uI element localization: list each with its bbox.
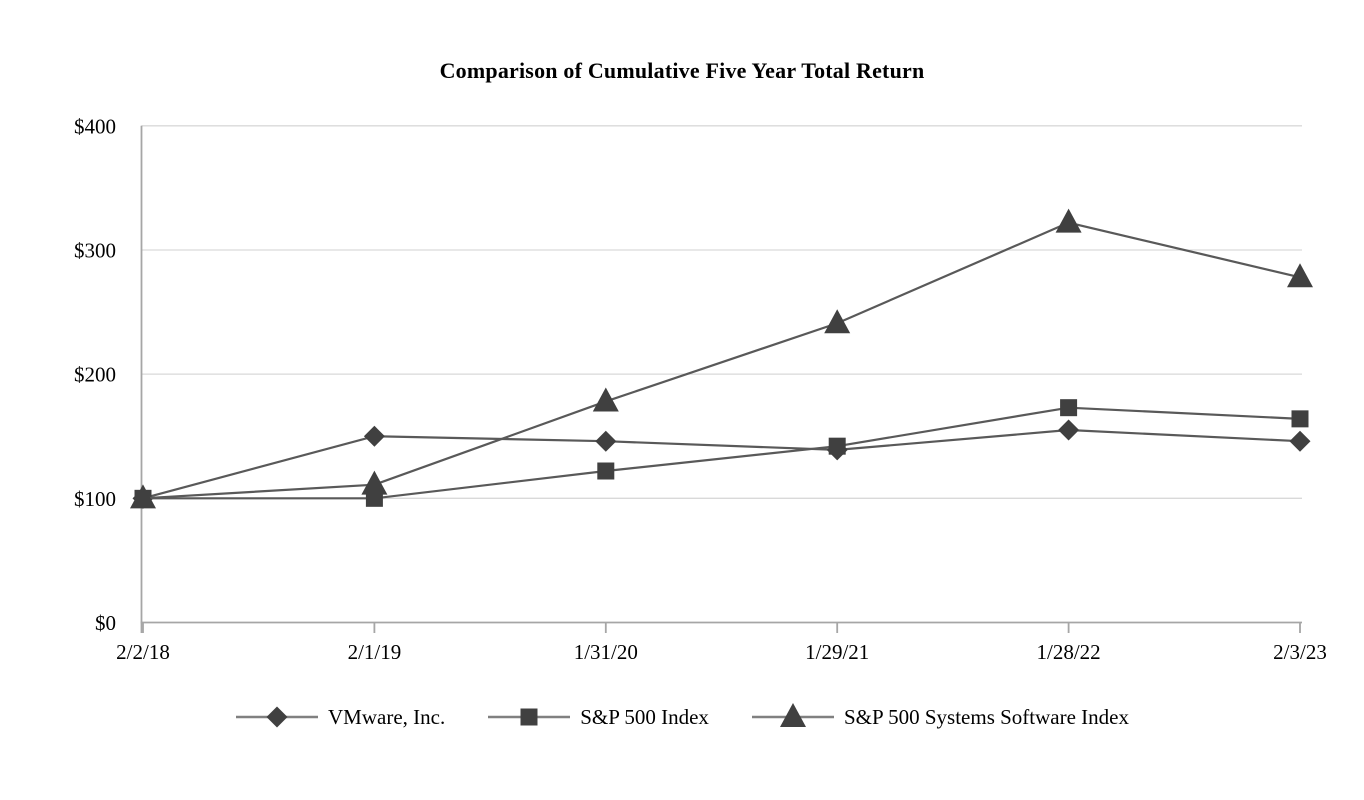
x-axis-label: 2/3/23	[1273, 640, 1327, 664]
triangle-marker-icon	[592, 387, 619, 412]
square-marker-icon	[520, 708, 538, 726]
y-axis-label: $200	[74, 363, 116, 387]
legend-item-vmware: VMware, Inc.	[235, 701, 445, 733]
triangle-marker-icon	[779, 703, 806, 727]
gridlines	[141, 125, 1302, 499]
triangle-marker-icon	[824, 309, 851, 334]
series-line-sp500-systems-software	[142, 221, 1301, 500]
legend-item-sp500: S&P 500 Index	[487, 701, 709, 733]
triangle-marker-icon	[130, 484, 156, 509]
diamond-marker-icon	[363, 425, 385, 447]
series-vmware	[132, 419, 1311, 509]
y-axis-labels: $0 $100 $200 $300 $400	[74, 114, 116, 635]
series-line-sp500	[143, 406, 1301, 500]
y-axis-label: $400	[74, 114, 116, 138]
triangle-legend-marker-icon	[751, 703, 834, 727]
diamond-legend-marker-icon	[236, 706, 318, 728]
square-marker-icon	[828, 437, 846, 455]
triangle-marker-icon	[361, 470, 388, 495]
legend-item-sp500-systems-software: S&P 500 Systems Software Index	[751, 701, 1129, 733]
diamond-marker-icon	[1058, 419, 1080, 441]
square-marker-icon	[1291, 410, 1309, 428]
x-axis-label: 2/1/19	[348, 640, 402, 664]
y-axis-label: $100	[74, 487, 116, 511]
legend-label: S&P 500 Index	[580, 704, 709, 729]
y-axis-label: $0	[95, 611, 116, 635]
x-axis-label: 1/28/22	[1037, 640, 1101, 664]
chart-legend: VMware, Inc. S&P 500 Index S&P 500 Systems…	[0, 701, 1364, 733]
legend-label: VMware, Inc.	[328, 704, 446, 729]
triangle-marker-icon	[1287, 263, 1313, 288]
axes	[140, 125, 1302, 633]
legend-label: S&P 500 Systems Software Index	[843, 704, 1129, 729]
x-axis-label: 2/2/18	[116, 640, 170, 664]
x-axis-labels: 2/2/18 2/1/19 1/31/20 1/29/21 1/28/22 2/3/23	[116, 640, 1327, 664]
diamond-marker-icon	[595, 430, 617, 452]
y-axis-label: $300	[74, 238, 116, 262]
diamond-marker-icon	[1289, 430, 1311, 452]
series-line-vmware	[142, 428, 1301, 500]
x-axis-label: 1/31/20	[574, 640, 638, 664]
square-marker-icon	[597, 462, 615, 480]
triangle-marker-icon	[1055, 208, 1082, 233]
square-legend-marker-icon	[488, 708, 571, 726]
series-sp500-systems-software	[130, 208, 1313, 509]
chart-title: Comparison of Cumulative Five Year Total…	[439, 58, 925, 83]
square-marker-icon	[1060, 399, 1078, 417]
x-axis-label: 1/29/21	[805, 640, 869, 664]
diamond-marker-icon	[266, 706, 288, 728]
